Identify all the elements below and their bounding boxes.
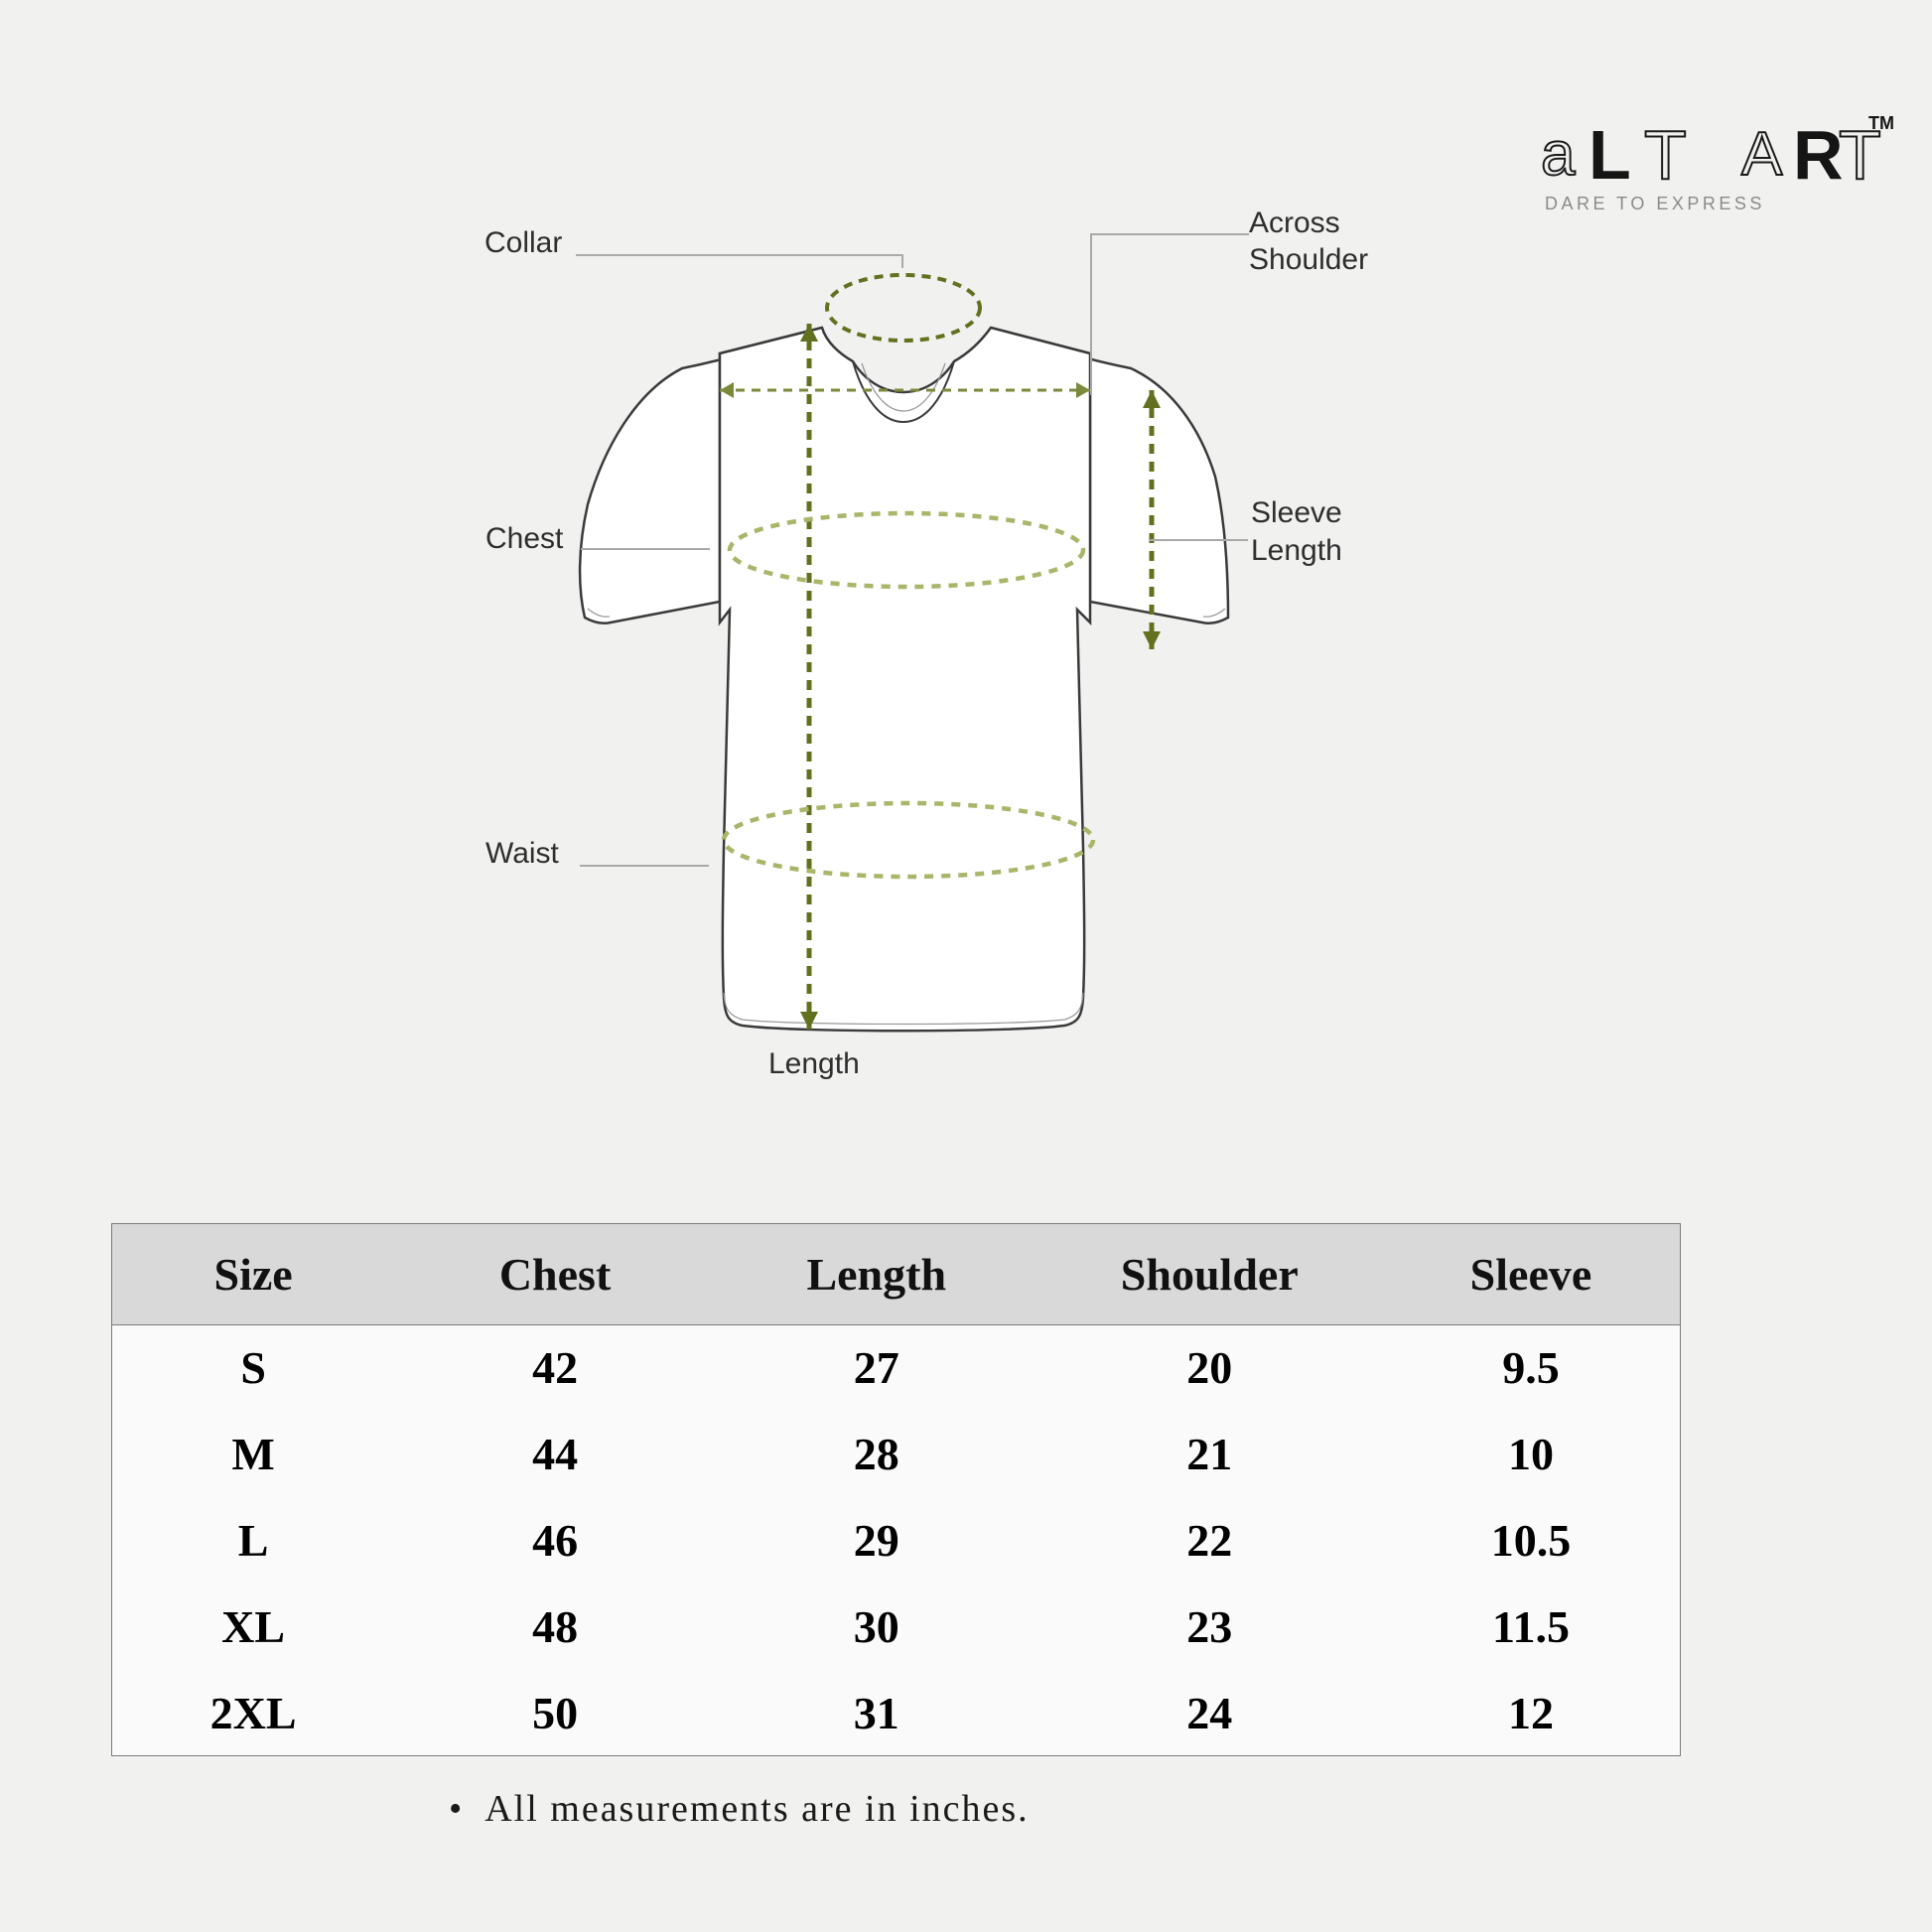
svg-text:A: A (1741, 120, 1783, 189)
svg-text:a: a (1541, 120, 1576, 189)
svg-text:TM: TM (1868, 113, 1894, 133)
svg-text:R: R (1793, 116, 1844, 194)
svg-text:T: T (1644, 116, 1687, 194)
svg-text:DARE TO EXPRESS: DARE TO EXPRESS (1545, 194, 1765, 213)
svg-text:L: L (1588, 116, 1631, 194)
